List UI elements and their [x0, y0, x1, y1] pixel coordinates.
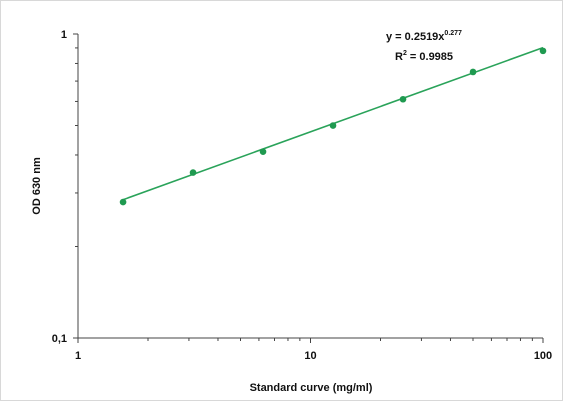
trendline-equation: y = 0.2519x0.277: [386, 30, 462, 43]
data-point: [189, 169, 197, 176]
points-layer: [119, 47, 547, 206]
x-tick-label: 10: [304, 350, 316, 362]
data-point: [399, 95, 407, 103]
y-tick-label: 1: [61, 29, 67, 41]
y-tick-label: 0,1: [52, 333, 67, 345]
r2-base: R: [395, 51, 403, 63]
y-axis-title: OD 630 nm: [31, 157, 43, 215]
x-axis-title: Standard curve (mg/ml): [250, 382, 373, 394]
data-point: [119, 198, 127, 206]
equation-exponent: 0.277: [444, 30, 462, 37]
x-tick-label: 100: [534, 350, 552, 362]
r2-value: = 0.9985: [407, 51, 453, 63]
data-point: [329, 122, 337, 129]
r2-exponent: 2: [403, 50, 407, 57]
ticks: 1 10 100 0,1 1: [52, 29, 552, 362]
data-point: [539, 47, 547, 55]
equation-base: y = 0.2519x: [386, 31, 445, 43]
data-point: [259, 148, 267, 156]
data-point: [469, 68, 477, 76]
x-tick-label: 1: [75, 350, 81, 362]
r-squared-label: R2 = 0.9985: [395, 50, 453, 63]
